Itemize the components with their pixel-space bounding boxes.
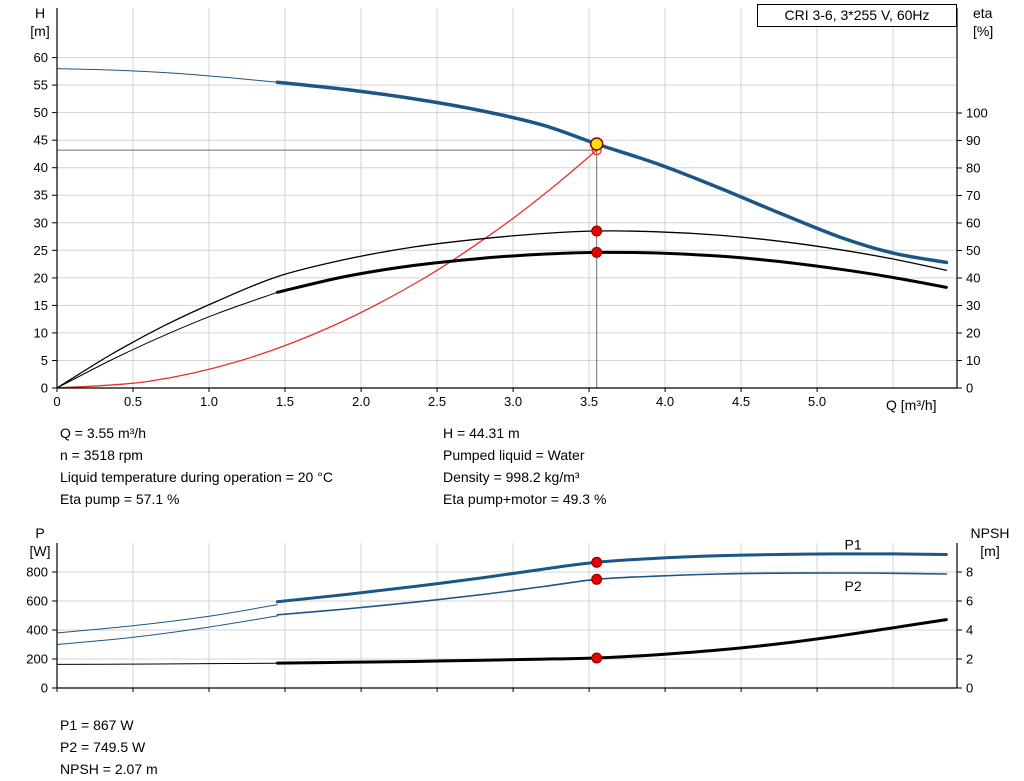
info-speed: n = 3518 rpm bbox=[60, 447, 143, 463]
x-tick-label: 2.5 bbox=[428, 394, 446, 409]
y-left-tick-label: 10 bbox=[34, 325, 48, 340]
y-left-tick-label: 35 bbox=[34, 188, 48, 203]
y-right-tick-label: 100 bbox=[966, 106, 988, 121]
eta-pump-curve bbox=[56, 230, 948, 389]
y-left-tick-label: 40 bbox=[34, 160, 48, 175]
eta-axis-title-line1: eta bbox=[973, 5, 993, 21]
x-tick-label: 0.5 bbox=[124, 394, 142, 409]
npsh-curve-lead bbox=[56, 662, 278, 665]
pump-title-box: CRI 3-6, 3*255 V, 60Hz bbox=[757, 4, 957, 27]
y-right-tick-label: 70 bbox=[966, 188, 980, 203]
y-right-tick-label: 10 bbox=[966, 353, 980, 368]
eta-axis-title: eta [%] bbox=[973, 4, 1019, 40]
h-axis-title-line1: H bbox=[34, 5, 46, 21]
y-left-tick-label: 25 bbox=[34, 243, 48, 258]
y-left-tick-label: 60 bbox=[34, 50, 48, 65]
y-left-tick-label: 5 bbox=[41, 353, 48, 368]
y-right-tick-label: 50 bbox=[966, 243, 980, 258]
q-axis-label: Q [m³/h] bbox=[886, 397, 937, 413]
y-right-tick-label: 20 bbox=[966, 326, 980, 341]
y-left-tick-label: 0 bbox=[41, 381, 48, 396]
qh-curve bbox=[275, 80, 949, 265]
p2-duty-point bbox=[591, 573, 603, 585]
y-left-tick-label: 800 bbox=[26, 565, 48, 580]
y-left-tick-label: 200 bbox=[26, 652, 48, 667]
y-left-tick-label: 600 bbox=[26, 594, 48, 609]
eta-pump-motor-duty-point bbox=[591, 246, 603, 258]
y-left-tick-label: 30 bbox=[34, 215, 48, 230]
p1-curve bbox=[275, 552, 948, 604]
x-tick-label: 4.0 bbox=[656, 394, 674, 409]
y-left-tick-label: 45 bbox=[34, 133, 48, 148]
info-p2: P2 = 749.5 W bbox=[60, 739, 146, 755]
info-eta-pump: Eta pump = 57.1 % bbox=[60, 491, 180, 507]
eta-pump-duty-point bbox=[591, 225, 603, 237]
eta-axis-title-line2: [%] bbox=[973, 23, 994, 39]
p2-curve bbox=[276, 572, 948, 616]
p2-curve-lead bbox=[56, 615, 278, 645]
p-axis-title: P [W] bbox=[22, 524, 58, 560]
duty-point[interactable] bbox=[589, 137, 604, 151]
y-right-tick-label: 4 bbox=[966, 623, 973, 638]
power-info-column: P1 = 867 W P2 = 749.5 W NPSH = 2.07 m bbox=[60, 714, 158, 780]
npsh-curve bbox=[275, 618, 948, 665]
y-right-tick-label: 40 bbox=[966, 271, 980, 286]
x-tick-label: 5.0 bbox=[808, 394, 826, 409]
x-tick-label: 3.5 bbox=[580, 394, 598, 409]
info-pumped-liquid: Pumped liquid = Water bbox=[443, 447, 585, 463]
info-density: Density = 998.2 kg/m³ bbox=[443, 469, 580, 485]
x-tick-label: 2.0 bbox=[352, 394, 370, 409]
npsh-axis-title: NPSH [m] bbox=[964, 524, 1016, 560]
npsh-axis-title-line1: NPSH bbox=[970, 525, 1010, 541]
y-right-tick-label: 6 bbox=[966, 594, 973, 609]
info-head: H = 44.31 m bbox=[443, 425, 520, 441]
p2-label: P2 bbox=[845, 578, 862, 594]
y-left-tick-label: 400 bbox=[26, 623, 48, 638]
p-axis-title-line1: P bbox=[35, 525, 45, 541]
y-right-tick-label: 60 bbox=[966, 216, 980, 231]
y-right-tick-label: 90 bbox=[966, 133, 980, 148]
qh-curve-lead bbox=[56, 68, 278, 83]
y-right-tick-label: 0 bbox=[966, 681, 973, 696]
y-right-tick-label: 8 bbox=[966, 565, 973, 580]
p1-curve-lead bbox=[56, 604, 278, 634]
x-tick-label: 0 bbox=[53, 394, 60, 409]
p-axis-title-line2: [W] bbox=[29, 543, 51, 559]
x-tick-label: 1.0 bbox=[200, 394, 218, 409]
eta-pump-motor-curve bbox=[275, 250, 948, 294]
eta-pump-motor-curve-lead bbox=[56, 291, 278, 389]
x-tick-label: 3.0 bbox=[504, 394, 522, 409]
power-npsh-chart: 0 200 400 600 800 0 2 4 6 8 P1 P2 bbox=[26, 537, 973, 696]
y-left-tick-label: 0 bbox=[41, 681, 48, 696]
info-p1: P1 = 867 W bbox=[60, 717, 134, 733]
x-tick-label: 1.5 bbox=[276, 394, 294, 409]
p1-duty-point bbox=[591, 556, 603, 568]
duty-info-right-column: H = 44.31 m Pumped liquid = Water Densit… bbox=[443, 422, 606, 510]
info-flow: Q = 3.55 m³/h bbox=[60, 425, 146, 441]
y-left-tick-label: 20 bbox=[34, 270, 48, 285]
npsh-axis-title-line2: [m] bbox=[980, 543, 1000, 559]
h-axis-title: H [m] bbox=[22, 4, 58, 40]
duty-info-left-column: Q = 3.55 m³/h n = 3518 rpm Liquid temper… bbox=[60, 422, 333, 510]
system-curve bbox=[56, 149, 598, 389]
info-liquid-temperature: Liquid temperature during operation = 20… bbox=[60, 469, 333, 485]
hq-eta-chart: 0 0.5 1.0 1.5 2.0 2.5 3.0 3.5 4.0 4.5 5.0 0 5 10 15 20 2… bbox=[34, 8, 988, 409]
info-npsh: NPSH = 2.07 m bbox=[60, 761, 158, 777]
npsh-duty-point bbox=[591, 652, 603, 664]
p1-label: P1 bbox=[845, 537, 862, 553]
x-tick-label: 4.5 bbox=[732, 394, 750, 409]
y-left-tick-label: 55 bbox=[34, 78, 48, 93]
y-right-tick-label: 0 bbox=[966, 381, 973, 396]
y-right-tick-label: 2 bbox=[966, 652, 973, 667]
info-eta-pump-motor: Eta pump+motor = 49.3 % bbox=[443, 491, 607, 507]
y-left-tick-label: 50 bbox=[34, 105, 48, 120]
y-left-tick-label: 15 bbox=[34, 298, 48, 313]
y-right-tick-label: 30 bbox=[966, 298, 980, 313]
y-right-tick-label: 80 bbox=[966, 161, 980, 176]
h-axis-title-line2: [m] bbox=[30, 23, 50, 39]
